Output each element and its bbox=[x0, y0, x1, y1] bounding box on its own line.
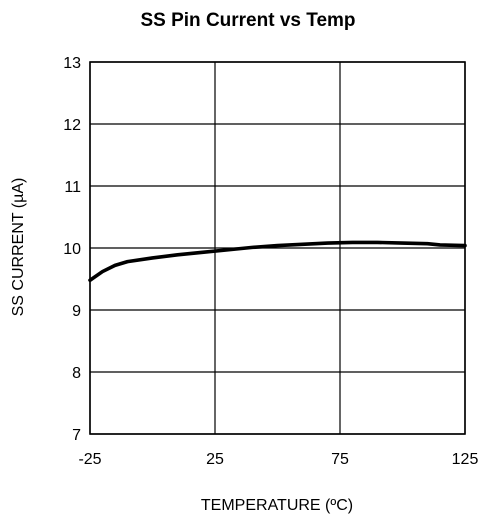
y-tick-labels: 7 8 9 10 11 12 13 bbox=[63, 55, 81, 444]
x-tick-label: 25 bbox=[206, 451, 224, 468]
y-tick-label: 13 bbox=[63, 55, 81, 72]
x-tick-label: 125 bbox=[452, 451, 479, 468]
series-line bbox=[88, 240, 467, 283]
y-tick-label: 12 bbox=[63, 117, 81, 134]
x-tick-label: 75 bbox=[331, 451, 349, 468]
chart-title: SS Pin Current vs Temp bbox=[140, 10, 355, 31]
y-tick-label: 11 bbox=[64, 179, 81, 196]
y-tick-label: 7 bbox=[72, 427, 81, 444]
y-tick-label: 9 bbox=[72, 303, 81, 320]
plot-frame bbox=[89, 61, 466, 435]
y-tick-label: 8 bbox=[72, 365, 81, 382]
grid bbox=[89, 61, 466, 435]
y-tick-label: 10 bbox=[63, 241, 81, 258]
plot-border bbox=[89, 61, 466, 435]
x-tick-labels: -25 25 75 125 bbox=[78, 451, 478, 468]
x-axis-label: TEMPERATURE (ºC) bbox=[201, 497, 353, 514]
series-layer bbox=[88, 240, 467, 283]
x-tick-label: -25 bbox=[78, 451, 101, 468]
y-axis-label: SS CURRENT (µA) bbox=[10, 178, 27, 317]
